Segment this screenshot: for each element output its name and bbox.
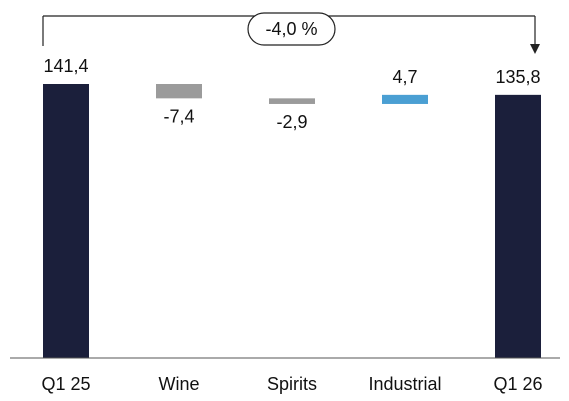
x-tick-label-q1-25: Q1 25	[41, 374, 90, 394]
bar-industrial	[382, 94, 428, 104]
data-label-spirits: -2,9	[276, 112, 307, 132]
data-label-wine: -7,4	[163, 106, 194, 126]
data-label-industrial: 4,7	[392, 67, 417, 87]
bar-q1-26	[495, 94, 541, 358]
bars-group	[43, 84, 541, 358]
change-label: -4,0 %	[265, 19, 317, 39]
bar-q1-25	[43, 84, 89, 358]
bar-wine	[156, 84, 202, 99]
data-label-q1-25: 141,4	[43, 56, 88, 76]
x-tick-label-spirits: Spirits	[267, 374, 317, 394]
bar-spirits	[269, 98, 315, 104]
x-tick-label-industrial: Industrial	[368, 374, 441, 394]
bracket-arrowhead	[530, 44, 540, 54]
data-labels-group: 141,4 -7,4 -2,9 4,7 135,8	[43, 56, 540, 132]
x-tick-label-wine: Wine	[158, 374, 199, 394]
change-pill	[247, 12, 336, 46]
change-bracket: -4,0 %	[42, 12, 540, 54]
x-tick-labels-group: Q1 25 Wine Spirits Industrial Q1 26	[41, 374, 542, 394]
x-tick-label-q1-26: Q1 26	[493, 374, 542, 394]
data-label-q1-26: 135,8	[495, 67, 540, 87]
